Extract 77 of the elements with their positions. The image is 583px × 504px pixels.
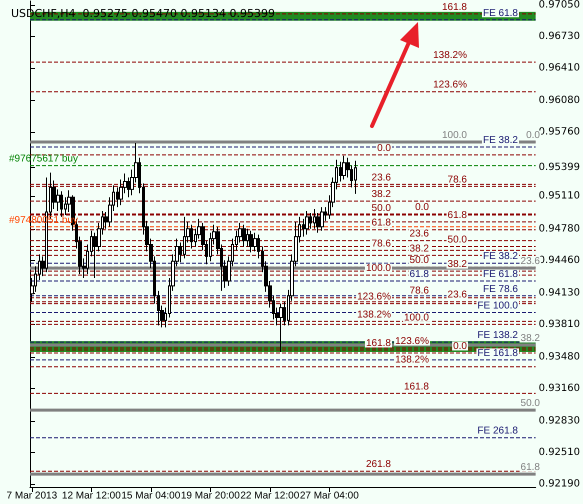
annotation: 161.8 xyxy=(442,2,468,13)
annotation: 61.8 xyxy=(520,462,540,474)
annotation: 100.0 xyxy=(404,312,430,324)
candlestick xyxy=(249,230,253,253)
y-tick-label: 0.95399 xyxy=(538,162,580,174)
ref-line-label: FE 61.8 xyxy=(482,268,518,280)
x-tick-label: 7 Mar 2013 xyxy=(6,490,58,502)
annotation: 38.2 xyxy=(410,243,430,254)
x-tick-label: 15 Mar 04:00 xyxy=(121,490,181,502)
x-tick-label: 27 Mar 04:00 xyxy=(300,490,360,502)
y-tick-label: 0.93810 xyxy=(538,318,580,330)
y-tick-label: 0.97050 xyxy=(538,0,580,10)
annotation: 78.6 xyxy=(410,286,430,297)
y-tick-label: 0.95760 xyxy=(538,126,580,138)
annotation: 261.8 xyxy=(366,459,392,470)
x-tick-label: 22 Mar 12:00 xyxy=(240,490,300,502)
y-tick-label: 0.92190 xyxy=(538,478,580,490)
annotation: 78.6 xyxy=(372,238,392,250)
annotation: 100.0 xyxy=(366,263,392,274)
candlestick xyxy=(190,224,193,249)
annotation: 161.8 xyxy=(404,381,430,392)
annotation: 23.6 xyxy=(448,290,468,301)
annotation: 0.0 xyxy=(415,202,430,213)
y-tick-label: 0.93480 xyxy=(538,351,580,362)
candlestick xyxy=(320,206,324,232)
annotation: 23.6 xyxy=(410,228,430,240)
candlestick xyxy=(279,303,283,352)
y-tick-label: 0.94130 xyxy=(538,287,580,298)
annotation: 61.8 xyxy=(448,210,468,221)
annotation: 50.0 xyxy=(520,398,540,410)
ref-line-label: FE 138.2 xyxy=(477,330,518,342)
y-tick-label: 0.96410 xyxy=(538,62,580,74)
y-tick-label: 0.93160 xyxy=(538,382,580,394)
annotation: 78.6 xyxy=(448,174,468,186)
annotation: 61.8 xyxy=(410,268,430,280)
y-tick-label: 0.94780 xyxy=(538,223,580,234)
candlestick xyxy=(313,208,316,230)
candlestick xyxy=(242,224,246,247)
annotation: 50.0 xyxy=(410,255,430,266)
annotation: 38.2 xyxy=(448,259,468,270)
ref-line-label: FE 261.8 xyxy=(477,426,518,437)
candlestick xyxy=(60,190,63,218)
candlestick xyxy=(305,210,309,236)
y-tick-label: 0.96080 xyxy=(538,95,580,106)
annotation: 161.8 xyxy=(366,338,392,349)
annotation: 123.6% xyxy=(395,336,430,348)
candlestick xyxy=(183,216,186,259)
annotation: 23.6 xyxy=(520,256,540,268)
ref-line-label: FE 38.2 xyxy=(482,134,518,146)
annotation: 0.0 xyxy=(453,340,468,352)
y-tick-label: 0.95110 xyxy=(538,190,580,202)
annotation: 138.2% xyxy=(395,354,430,366)
ref-line-label: FE 61.8 xyxy=(482,8,518,19)
y-tick-label: 0.96730 xyxy=(538,31,580,42)
annotation: 123.6% xyxy=(357,292,392,303)
annotation: 50.0 xyxy=(372,202,392,214)
ref-line-label: FE 100.0 xyxy=(477,300,518,312)
ref-line-label: FE 38.2 xyxy=(482,251,518,262)
y-tick-label: 0.92830 xyxy=(538,415,580,426)
annotation: 61.8 xyxy=(372,218,392,229)
x-tick-label: 12 Mar 12:00 xyxy=(62,490,122,502)
y-tick-label: 0.92510 xyxy=(538,447,580,458)
ref-line-label: FE 78.6 xyxy=(482,284,518,295)
annotation: 0.0 xyxy=(377,142,392,154)
annotation: 138.2% xyxy=(357,309,392,320)
annotation: 138.2% xyxy=(433,50,468,62)
annotation: 100.0 xyxy=(442,130,468,142)
annotation: 23.6 xyxy=(372,172,392,184)
x-tick-label: 19 Mar 20:00 xyxy=(180,490,240,502)
ref-line-label: FE 161.8 xyxy=(477,348,518,359)
annotation: 38.2 xyxy=(520,333,540,344)
annotation: 50.0 xyxy=(448,234,468,246)
annotation: 0.0 xyxy=(526,130,540,142)
annotation: 123.6% xyxy=(433,80,468,91)
candlestick xyxy=(342,155,346,180)
candlestick xyxy=(354,160,357,194)
annotation: 38.2 xyxy=(372,189,392,200)
